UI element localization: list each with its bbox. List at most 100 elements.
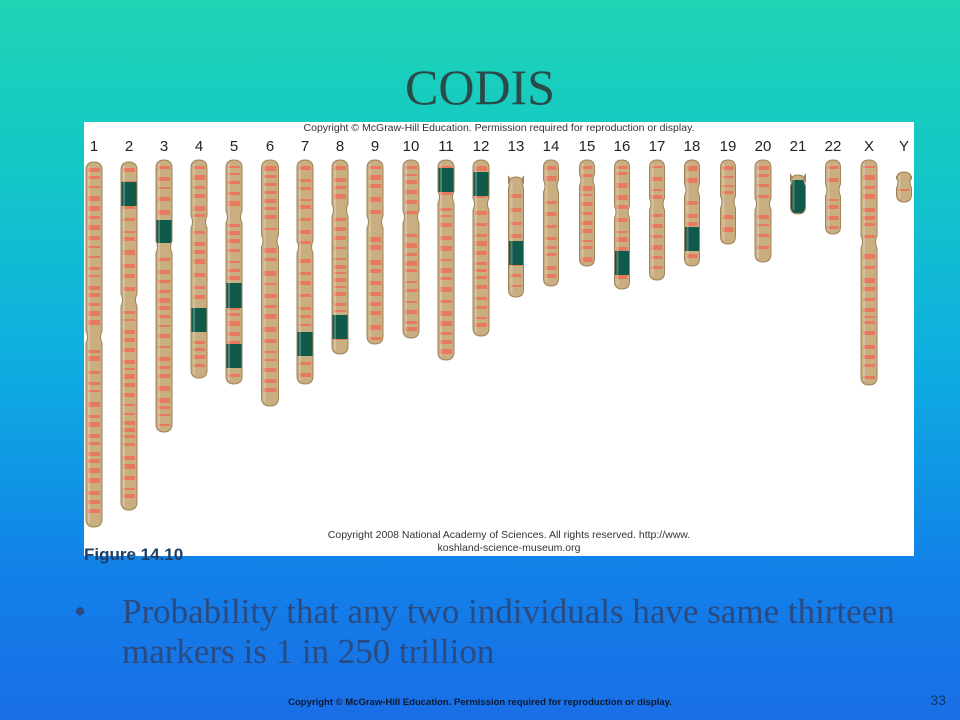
band: [616, 231, 628, 233]
band: [263, 258, 277, 261]
band: [88, 478, 100, 483]
band: [299, 362, 311, 365]
band: [369, 184, 381, 188]
band: [158, 334, 170, 338]
chromosome-label-10: 10: [403, 138, 420, 155]
chromosome-7: [296, 159, 314, 385]
chromosome-label-20: 20: [755, 138, 772, 155]
band: [334, 227, 346, 231]
band: [228, 173, 240, 175]
chromosome-label-Y: Y: [899, 138, 909, 155]
band: [757, 215, 769, 219]
band: [193, 242, 205, 246]
chromosome-body: [896, 172, 912, 202]
band: [88, 196, 100, 201]
chromosome-bands: [156, 166, 172, 426]
chromosome-outline: [225, 159, 243, 385]
band: [581, 212, 593, 215]
chromosome-6: [261, 159, 279, 407]
band: [299, 315, 311, 318]
band: [228, 261, 240, 263]
chromosome-body: [403, 160, 419, 338]
band: [369, 245, 381, 250]
chromosome-bands: [790, 180, 806, 213]
band: [440, 236, 452, 240]
chromosome-label-17: 17: [649, 138, 666, 155]
chromosome-outline: [790, 173, 806, 215]
band: [616, 166, 628, 169]
chromosome-bands: [263, 166, 277, 392]
band: [581, 240, 593, 242]
band: [510, 222, 522, 225]
band: [334, 303, 346, 306]
band: [299, 373, 311, 377]
codis-marker: [508, 241, 524, 265]
band: [263, 379, 277, 383]
band: [193, 364, 205, 367]
band: [88, 459, 100, 463]
band: [228, 269, 240, 272]
band: [757, 184, 769, 187]
band: [88, 206, 100, 211]
band: [510, 234, 522, 238]
band: [88, 382, 100, 385]
band: [334, 236, 346, 240]
band: [123, 319, 135, 321]
band: [475, 297, 487, 300]
chromosome-outline: [120, 161, 138, 511]
chromosome-label-7: 7: [301, 138, 309, 155]
band: [722, 185, 734, 187]
band: [158, 270, 170, 274]
band: [228, 332, 240, 336]
band: [405, 211, 417, 214]
band: [123, 330, 135, 334]
band: [686, 178, 698, 183]
band: [581, 246, 593, 249]
band: [228, 313, 240, 316]
band: [158, 325, 170, 327]
band: [123, 435, 135, 438]
band: [123, 404, 135, 406]
band: [475, 211, 487, 215]
figure-label: Figure 14.10: [84, 545, 184, 564]
band: [263, 166, 277, 171]
chromosome-bands: [369, 166, 381, 340]
band: [405, 200, 417, 204]
band: [475, 241, 487, 246]
band: [193, 355, 205, 359]
band: [263, 283, 277, 285]
chromosome-12: [472, 159, 490, 337]
band: [898, 189, 910, 191]
band: [88, 434, 100, 438]
band: [369, 166, 381, 169]
band: [440, 311, 452, 316]
chromosome-label-5: 5: [230, 138, 238, 155]
band: [193, 250, 205, 254]
figure-bottom-credit-line1: Copyright 2008 National Academy of Scien…: [327, 529, 691, 541]
band: [334, 265, 346, 269]
band: [123, 456, 135, 460]
chromosome-Y: [896, 171, 912, 203]
band: [616, 183, 628, 188]
band: [193, 259, 205, 264]
band: [88, 356, 100, 361]
band: [88, 442, 100, 445]
band: [369, 260, 381, 265]
chromosome-outline: [472, 159, 490, 337]
chromosome-bands: [863, 166, 875, 379]
band: [158, 357, 170, 361]
band: [440, 287, 452, 292]
band: [193, 341, 205, 344]
chromosome-outline: [720, 159, 736, 245]
band: [863, 266, 875, 269]
band: [440, 223, 452, 227]
band: [263, 359, 277, 361]
chromosome-label-14: 14: [543, 138, 560, 155]
chromosome-9: [366, 159, 384, 345]
band: [228, 321, 240, 326]
band: [263, 368, 277, 372]
chromosome-sheen: [616, 164, 619, 285]
band: [651, 235, 663, 238]
band: [440, 340, 452, 344]
chromosome-bands: [898, 189, 910, 191]
